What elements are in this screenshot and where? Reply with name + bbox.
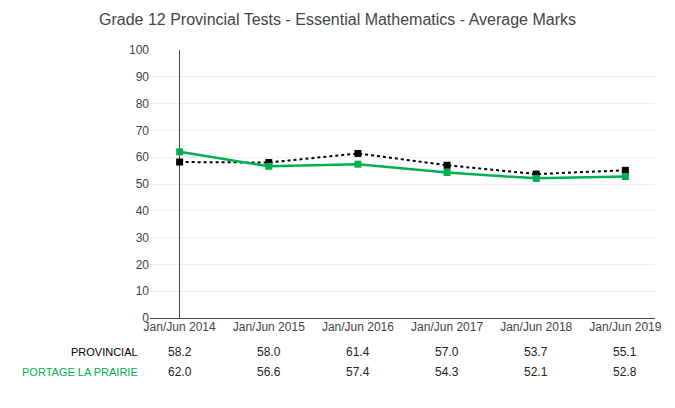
svg-text:PROVINCIAL: PROVINCIAL (71, 346, 138, 358)
svg-text:55.1: 55.1 (613, 345, 637, 359)
svg-text:52.1: 52.1 (524, 365, 548, 379)
svg-text:Jan/Jun 2018: Jan/Jun 2018 (500, 320, 572, 334)
svg-text:Jan/Jun 2019: Jan/Jun 2019 (589, 320, 661, 334)
svg-text:57.0: 57.0 (435, 345, 459, 359)
svg-text:90: 90 (136, 70, 150, 84)
svg-text:PORTAGE LA PRAIRIE: PORTAGE LA PRAIRIE (22, 366, 138, 378)
svg-text:40: 40 (136, 204, 150, 218)
svg-text:100: 100 (129, 43, 149, 57)
svg-text:0: 0 (142, 311, 149, 325)
svg-text:60: 60 (136, 150, 150, 164)
svg-text:58.2: 58.2 (168, 345, 192, 359)
svg-text:58.0: 58.0 (257, 345, 281, 359)
svg-text:20: 20 (136, 258, 150, 272)
svg-text:10: 10 (136, 284, 150, 298)
svg-text:50: 50 (136, 177, 150, 191)
svg-text:80: 80 (136, 97, 150, 111)
svg-text:52.8: 52.8 (613, 365, 637, 379)
svg-text:62.0: 62.0 (168, 365, 192, 379)
svg-text:57.4: 57.4 (346, 365, 370, 379)
svg-text:Jan/Jun 2014: Jan/Jun 2014 (144, 320, 216, 334)
svg-text:54.3: 54.3 (435, 365, 459, 379)
svg-text:61.4: 61.4 (346, 345, 370, 359)
svg-text:56.6: 56.6 (257, 365, 281, 379)
svg-text:Jan/Jun 2015: Jan/Jun 2015 (233, 320, 305, 334)
svg-text:Jan/Jun 2016: Jan/Jun 2016 (322, 320, 394, 334)
svg-text:Jan/Jun 2017: Jan/Jun 2017 (411, 320, 483, 334)
svg-text:30: 30 (136, 231, 150, 245)
svg-text:53.7: 53.7 (524, 345, 548, 359)
svg-text:70: 70 (136, 124, 150, 138)
svg-text:Grade 12 Provincial Tests - Es: Grade 12 Provincial Tests - Essential Ma… (99, 11, 576, 28)
